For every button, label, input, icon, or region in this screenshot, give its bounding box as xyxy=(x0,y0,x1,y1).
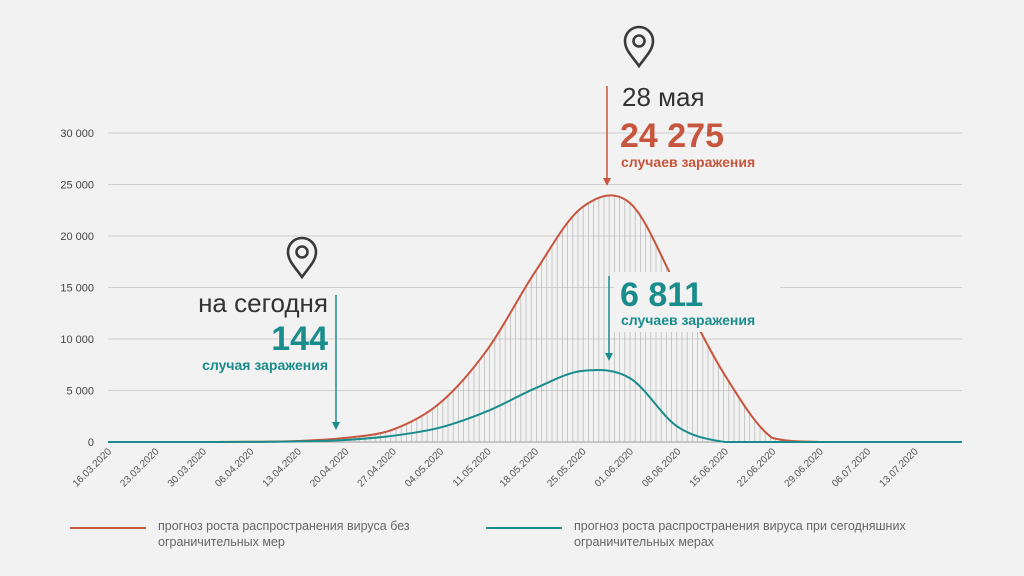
x-tick-label: 16.03.2020 xyxy=(71,446,114,489)
x-tick-label: 06.07.2020 xyxy=(830,446,873,489)
x-tick-label: 13.07.2020 xyxy=(877,446,920,489)
today-arrowhead xyxy=(332,422,340,430)
y-tick-label: 0 xyxy=(88,437,94,449)
x-tick-label: 08.06.2020 xyxy=(640,446,683,489)
peak-red-caption: случаев заражения xyxy=(621,154,755,170)
x-tick-label: 27.04.2020 xyxy=(356,446,399,489)
y-tick-label: 30 000 xyxy=(60,128,94,140)
peak-teal-value: 6 811 xyxy=(620,276,703,314)
today-caption: случая заражения xyxy=(202,357,328,373)
x-tick-label: 06.04.2020 xyxy=(213,446,256,489)
y-axis-ticks: 0 5 000 10 000 15 000 20 000 25 000 30 000 xyxy=(60,128,94,449)
legend-label-teal: прогноз роста распространения вируса при… xyxy=(574,519,909,549)
y-tick-label: 15 000 xyxy=(60,283,94,295)
x-axis-ticks: 16.03.2020 23.03.2020 30.03.2020 06.04.2020… xyxy=(71,446,921,489)
map-pin-icon xyxy=(286,236,318,280)
x-tick-label: 15.06.2020 xyxy=(688,446,731,489)
annotation-peak-red: 28 мая 24 275 случаев заражения xyxy=(603,25,755,186)
legend-label-red: прогноз роста распространения вируса без… xyxy=(158,519,413,549)
annotation-today: на сегодня 144 случая заражения xyxy=(198,236,340,430)
x-tick-label: 11.05.2020 xyxy=(451,446,494,489)
x-tick-label: 30.03.2020 xyxy=(166,446,209,489)
y-tick-label: 20 000 xyxy=(60,231,94,243)
series-lines xyxy=(108,194,962,443)
legend-label-teal-line1: прогноз роста распространения вируса при… xyxy=(574,519,906,533)
y-tick-label: 5 000 xyxy=(66,386,94,398)
legend-label-red-line1: прогноз роста распространения вируса без xyxy=(158,519,410,533)
annotation-peak-teal: 6 811 случаев заражения xyxy=(605,272,780,361)
x-tick-label: 29.06.2020 xyxy=(783,446,826,489)
y-tick-label: 10 000 xyxy=(60,334,94,346)
peak-teal-caption: случаев заражения xyxy=(621,312,755,328)
x-tick-label: 22.06.2020 xyxy=(735,446,778,489)
x-tick-label: 18.05.2020 xyxy=(498,446,541,489)
legend-label-teal-line2: ограничительных мерах xyxy=(574,535,715,549)
x-tick-label: 01.06.2020 xyxy=(593,446,636,489)
peak-red-value: 24 275 xyxy=(620,117,724,155)
today-label: на сегодня xyxy=(198,288,328,318)
peak-teal-arrowhead xyxy=(605,353,613,361)
legend-label-red-line2: ограничительных мер xyxy=(158,535,285,549)
series-line-teal xyxy=(108,369,962,443)
x-tick-label: 04.05.2020 xyxy=(403,446,446,489)
legend: прогноз роста распространения вируса без… xyxy=(70,519,909,549)
grid xyxy=(108,132,962,443)
peak-red-arrowhead xyxy=(603,178,611,186)
map-pin-icon xyxy=(623,25,655,69)
hatch-fill xyxy=(301,195,792,442)
today-value: 144 xyxy=(271,320,328,358)
x-tick-label: 20.04.2020 xyxy=(308,446,351,489)
x-tick-label: 13.04.2020 xyxy=(261,446,304,489)
x-tick-label: 25.05.2020 xyxy=(545,446,588,489)
teal-label-backdrop xyxy=(614,272,780,332)
y-tick-label: 25 000 xyxy=(60,180,94,192)
peak-red-label: 28 мая xyxy=(622,82,705,112)
x-tick-label: 23.03.2020 xyxy=(118,446,161,489)
